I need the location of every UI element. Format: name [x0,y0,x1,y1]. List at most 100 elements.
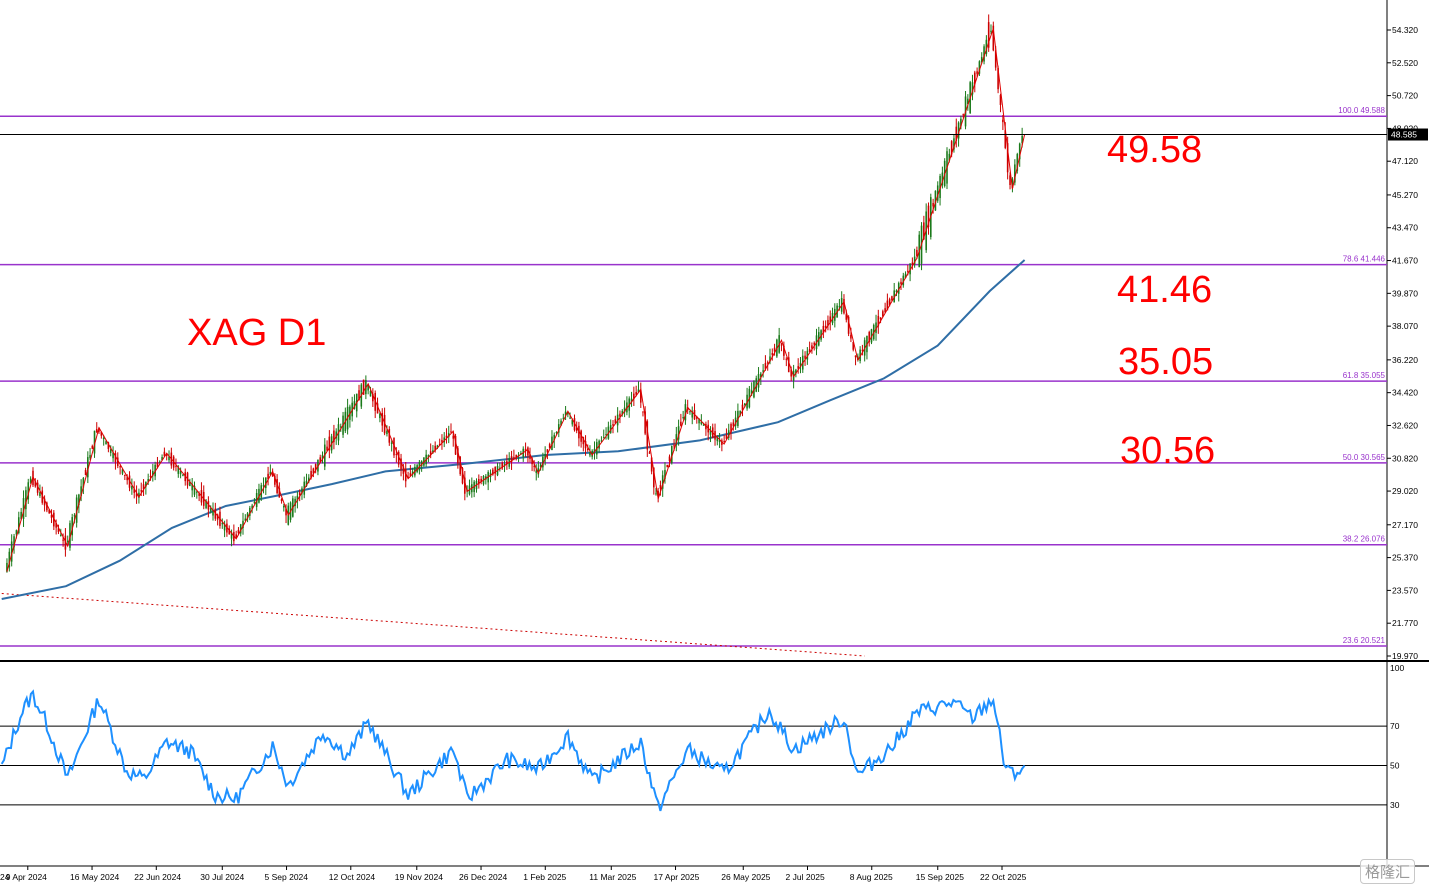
candle-body [191,483,193,491]
price-tick-label: 38.070 [1392,321,1418,331]
candle-body [630,398,633,403]
rsi-level-label: 70 [1390,721,1400,731]
candle-body [653,467,655,488]
candle-body [771,353,774,355]
candle-body [133,488,136,493]
price-tick-label: 36.220 [1392,355,1418,365]
candle-body [513,457,515,459]
candle-body [575,427,578,431]
candle-body [822,325,825,333]
candle-body [6,562,8,572]
candle-body [296,495,299,502]
candle-body [985,39,988,54]
candle-body [251,505,253,509]
candle-body [838,306,841,308]
candle-body [557,424,560,433]
candle-body [1021,135,1023,144]
candle-body [948,153,951,161]
candle-body [916,250,918,257]
candle-body [698,418,700,424]
price-tick-label: 30.820 [1392,453,1418,463]
candle-body [100,431,103,436]
candle-body [730,423,732,433]
candle-body [527,447,529,456]
candle-body [957,122,960,139]
price-tick-label: 32.620 [1392,420,1418,430]
candle-body [760,373,762,378]
candle-body [891,296,893,301]
candle-body [987,22,990,48]
price-tick-label: 29.020 [1392,486,1418,496]
candle-body [41,490,44,503]
candle-body [978,61,981,74]
candle-body [145,481,147,487]
candle-body [69,523,71,548]
candle-body [149,475,152,477]
candle-body [861,349,864,351]
candle-body [539,464,542,468]
candle-body [246,513,249,519]
candle-body [333,430,335,443]
fib-level-label: 23.6 20.521 [1343,636,1386,645]
candle-body [59,534,62,536]
candle-body [829,316,832,323]
candle-body [407,476,409,478]
candle-body [764,363,767,369]
candle-body [87,457,89,478]
candle-body [271,473,274,477]
candle-body [237,529,240,534]
candle-body [107,442,110,449]
candle-body [131,485,133,490]
candle-body [112,452,114,459]
fib-level-label: 61.8 35.055 [1343,371,1386,380]
candle-body [962,114,965,116]
candle-body [253,502,256,504]
candle-body [1016,154,1019,171]
candle-body [379,413,381,419]
candle-body [494,466,496,474]
candle-body [126,477,128,481]
candle-body [633,393,635,399]
candle-body [591,450,593,457]
fib-level-label: 78.6 41.446 [1343,255,1386,264]
date-tick-label: 8 Aug 2025 [850,872,893,882]
candle-body [562,417,565,419]
candle-body [223,523,226,531]
candle-body [441,439,443,443]
chart-title: XAG D1 [187,312,327,354]
dotted-trend-line [1,592,865,657]
candle-body [461,468,464,484]
candle-body [537,467,540,475]
candle-body [420,461,423,467]
candle-body [265,477,267,489]
candle-body [147,479,149,482]
candle-body [397,451,400,465]
candle-body [879,317,882,320]
candle-body [621,410,624,415]
price-tick-label: 54.320 [1392,25,1418,35]
candle-body [941,172,944,186]
candle-body [709,430,712,435]
candle-body [182,474,184,476]
candle-body [50,514,53,518]
candle-body [13,536,15,548]
candle-body [228,528,231,535]
candle-body [680,421,682,426]
zigzag-path [6,28,1026,572]
candle-body [432,450,434,453]
candle-body [785,358,788,360]
price-tick-label: 25.370 [1392,553,1418,563]
candle-body [913,256,916,265]
rsi-top-label: 100 [1390,663,1404,673]
candle-body [827,319,829,326]
candle-body [163,451,166,457]
candle-body [619,413,621,417]
candle-body [750,390,753,394]
candle-body [684,404,687,421]
candle-body [314,464,317,471]
date-tick-label: 15 Sep 2025 [916,872,964,882]
candle-body [884,308,886,313]
candle-body [980,56,983,63]
candle-body [668,456,671,461]
